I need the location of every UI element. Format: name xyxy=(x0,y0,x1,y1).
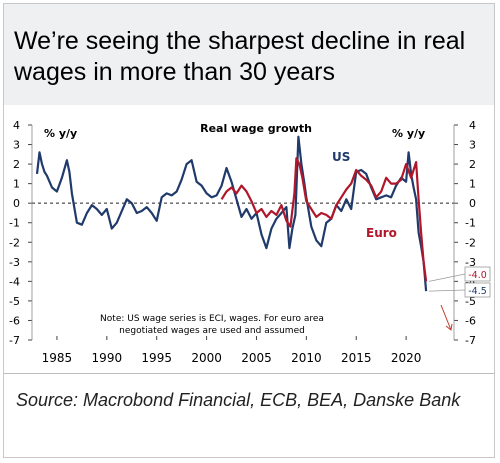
y-tick-label-right: 3 xyxy=(469,139,476,152)
note-line-2: negotiated wages are used and assumed xyxy=(119,326,305,336)
end-label-euro: -4.0 xyxy=(468,270,487,281)
y-tick-label-left: -1 xyxy=(9,217,20,230)
y-tick-label-right: -2 xyxy=(465,236,476,249)
axes: 4 4 3 3 2 2 1 1 0 0 -1 -1 -2 -2 -3 -3 -4 -4 -5 -5 -6 -6 -7 -7 19… xyxy=(9,119,476,365)
x-tick-label: 2015 xyxy=(341,351,372,365)
y-tick-label-right: 1 xyxy=(469,178,476,191)
x-tick-label: 1985 xyxy=(42,351,73,365)
y-tick-label-right: -7 xyxy=(465,334,476,347)
page-title: We’re seeing the sharpest decline in rea… xyxy=(14,27,466,86)
y-tick-label-right: -4 xyxy=(465,275,476,288)
x-tick-label: 2020 xyxy=(391,351,422,365)
y-tick-label-left: -6 xyxy=(9,314,20,327)
x-tick-label: 2005 xyxy=(241,351,272,365)
end-label-box xyxy=(464,282,491,298)
x-tick-label: 2000 xyxy=(191,351,222,365)
series-line-us xyxy=(35,135,428,292)
downtrend-arrow xyxy=(440,304,452,331)
divider xyxy=(4,373,494,374)
y-tick-label-left: -7 xyxy=(9,334,20,347)
end-label-us: -4.5 xyxy=(468,286,487,297)
y-tick-label-left: -5 xyxy=(9,295,20,308)
series-layer xyxy=(35,135,428,292)
x-tick-label: 2010 xyxy=(291,351,322,365)
series-line-euro xyxy=(220,157,428,282)
y-tick-label-right: -3 xyxy=(465,256,476,269)
header: We’re seeing the sharpest decline in rea… xyxy=(4,4,494,105)
end-label-leader xyxy=(428,273,466,282)
x-tick-label: 1995 xyxy=(141,351,172,365)
x-tick-label: 1990 xyxy=(92,351,123,365)
end-labels: -4.0 -4.5 xyxy=(428,266,491,331)
y-tick-label-left: 2 xyxy=(13,158,20,171)
note-line-1: Note: US wage series is ECI, wages. For … xyxy=(100,314,324,324)
y-tick-label-right: 0 xyxy=(469,197,476,210)
y-axis-label-right: % y/y xyxy=(392,127,425,140)
y-tick-label-right: 2 xyxy=(469,158,476,171)
chart-title: Real wage growth xyxy=(200,122,312,135)
end-label-box xyxy=(464,266,491,282)
y-tick-label-left: 3 xyxy=(13,139,20,152)
downtrend-arrowhead xyxy=(445,323,453,331)
y-tick-label-right: -5 xyxy=(465,295,476,308)
y-axis-label-left: % y/y xyxy=(44,127,77,140)
y-tick-label-left: -2 xyxy=(9,236,20,249)
y-tick-label-left: -3 xyxy=(9,256,20,269)
end-label-leader xyxy=(429,289,466,292)
y-tick-label-left: -4 xyxy=(9,275,20,288)
chart-card: We’re seeing the sharpest decline in rea… xyxy=(3,3,495,458)
y-tick-label-right: 4 xyxy=(469,119,476,132)
y-tick-label-right: -1 xyxy=(465,217,476,230)
y-tick-label-left: 4 xyxy=(13,119,20,132)
y-tick-label-left: 0 xyxy=(13,197,20,210)
line-chart: 4 4 3 3 2 2 1 1 0 0 -1 -1 -2 -2 -3 -3 -4 -4 -5 -5 -6 -6 -7 -7 19… xyxy=(9,119,491,365)
source-caption: Source: Macrobond Financial, ECB, BEA, D… xyxy=(16,390,461,410)
y-tick-label-right: -6 xyxy=(465,314,476,327)
y-tick-label-left: 1 xyxy=(13,178,20,191)
legend-label-euro: Euro xyxy=(366,226,397,240)
legend-label-us: US xyxy=(332,150,350,164)
